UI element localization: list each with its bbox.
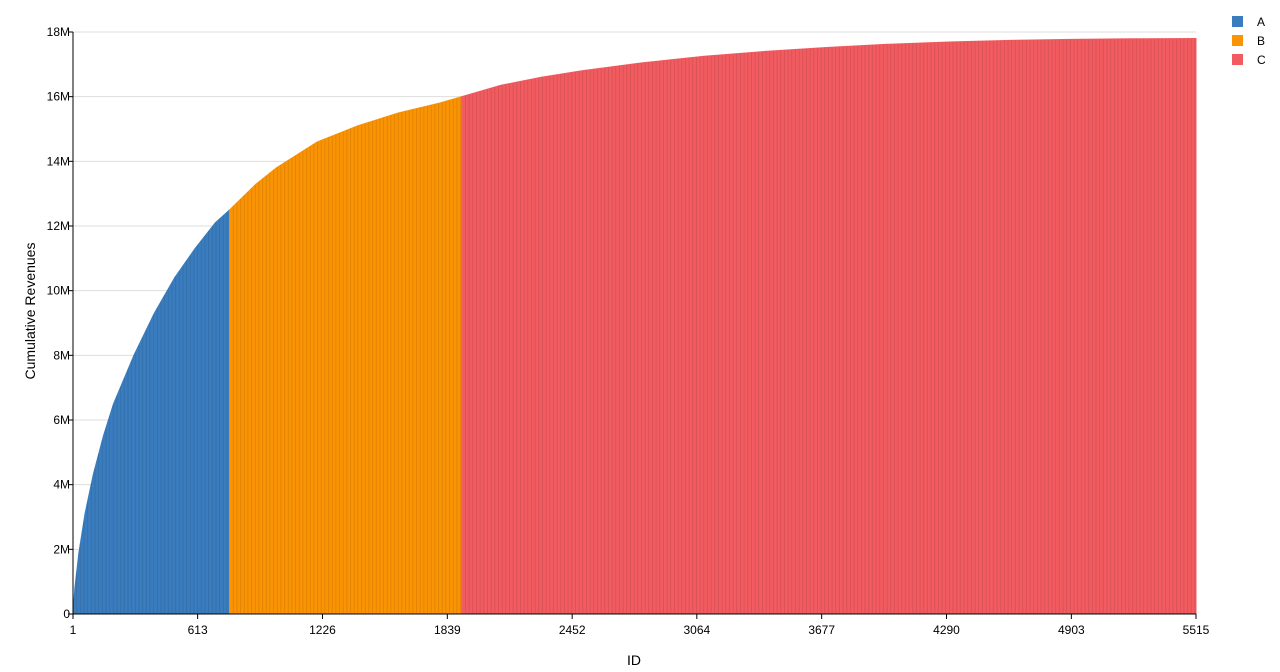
y-tick-label: 18M	[47, 25, 70, 39]
y-tick-label: 0	[63, 607, 70, 621]
x-tick-label: 1	[70, 623, 77, 637]
x-axis-title: ID	[627, 652, 641, 668]
x-tick-label: 1839	[434, 623, 461, 637]
x-tick-label: 4290	[933, 623, 960, 637]
x-tick-label: 1226	[309, 623, 336, 637]
y-tick-label: 4M	[53, 478, 70, 492]
area-series-C	[461, 37, 1197, 615]
x-tick-label: 5515	[1183, 623, 1210, 637]
bar-stripes	[76, 38, 1196, 614]
legend: ABC	[1232, 15, 1266, 67]
y-tick-label: 16M	[47, 90, 70, 104]
legend-label-A: A	[1257, 15, 1265, 29]
x-tick-label: 3677	[808, 623, 835, 637]
axes: 0 2M 4M 6M 8M 10M 12M 14M 16M 18M 1 613 1226 1839 2452…	[47, 25, 1210, 637]
legend-swatch-B	[1232, 35, 1243, 46]
y-tick-label: 2M	[53, 542, 70, 556]
y-tick-label: 8M	[53, 348, 70, 362]
x-tick-label: 4903	[1058, 623, 1085, 637]
area-series	[72, 37, 1197, 615]
x-tick-label: 2452	[559, 623, 586, 637]
y-tick-label: 10M	[47, 284, 70, 298]
legend-label-C: C	[1257, 53, 1266, 67]
area-series-B	[229, 96, 463, 615]
y-tick-label: 14M	[47, 154, 70, 168]
legend-swatch-A	[1232, 16, 1243, 27]
legend-label-B: B	[1257, 34, 1265, 48]
x-tick-label: 3064	[683, 623, 710, 637]
y-tick-label: 6M	[53, 413, 70, 427]
legend-swatch-C	[1232, 54, 1243, 65]
x-tick-label: 613	[188, 623, 208, 637]
y-axis-title: Cumulative Revenues	[22, 243, 38, 380]
area-series-A	[72, 208, 231, 615]
y-tick-label: 12M	[47, 219, 70, 233]
